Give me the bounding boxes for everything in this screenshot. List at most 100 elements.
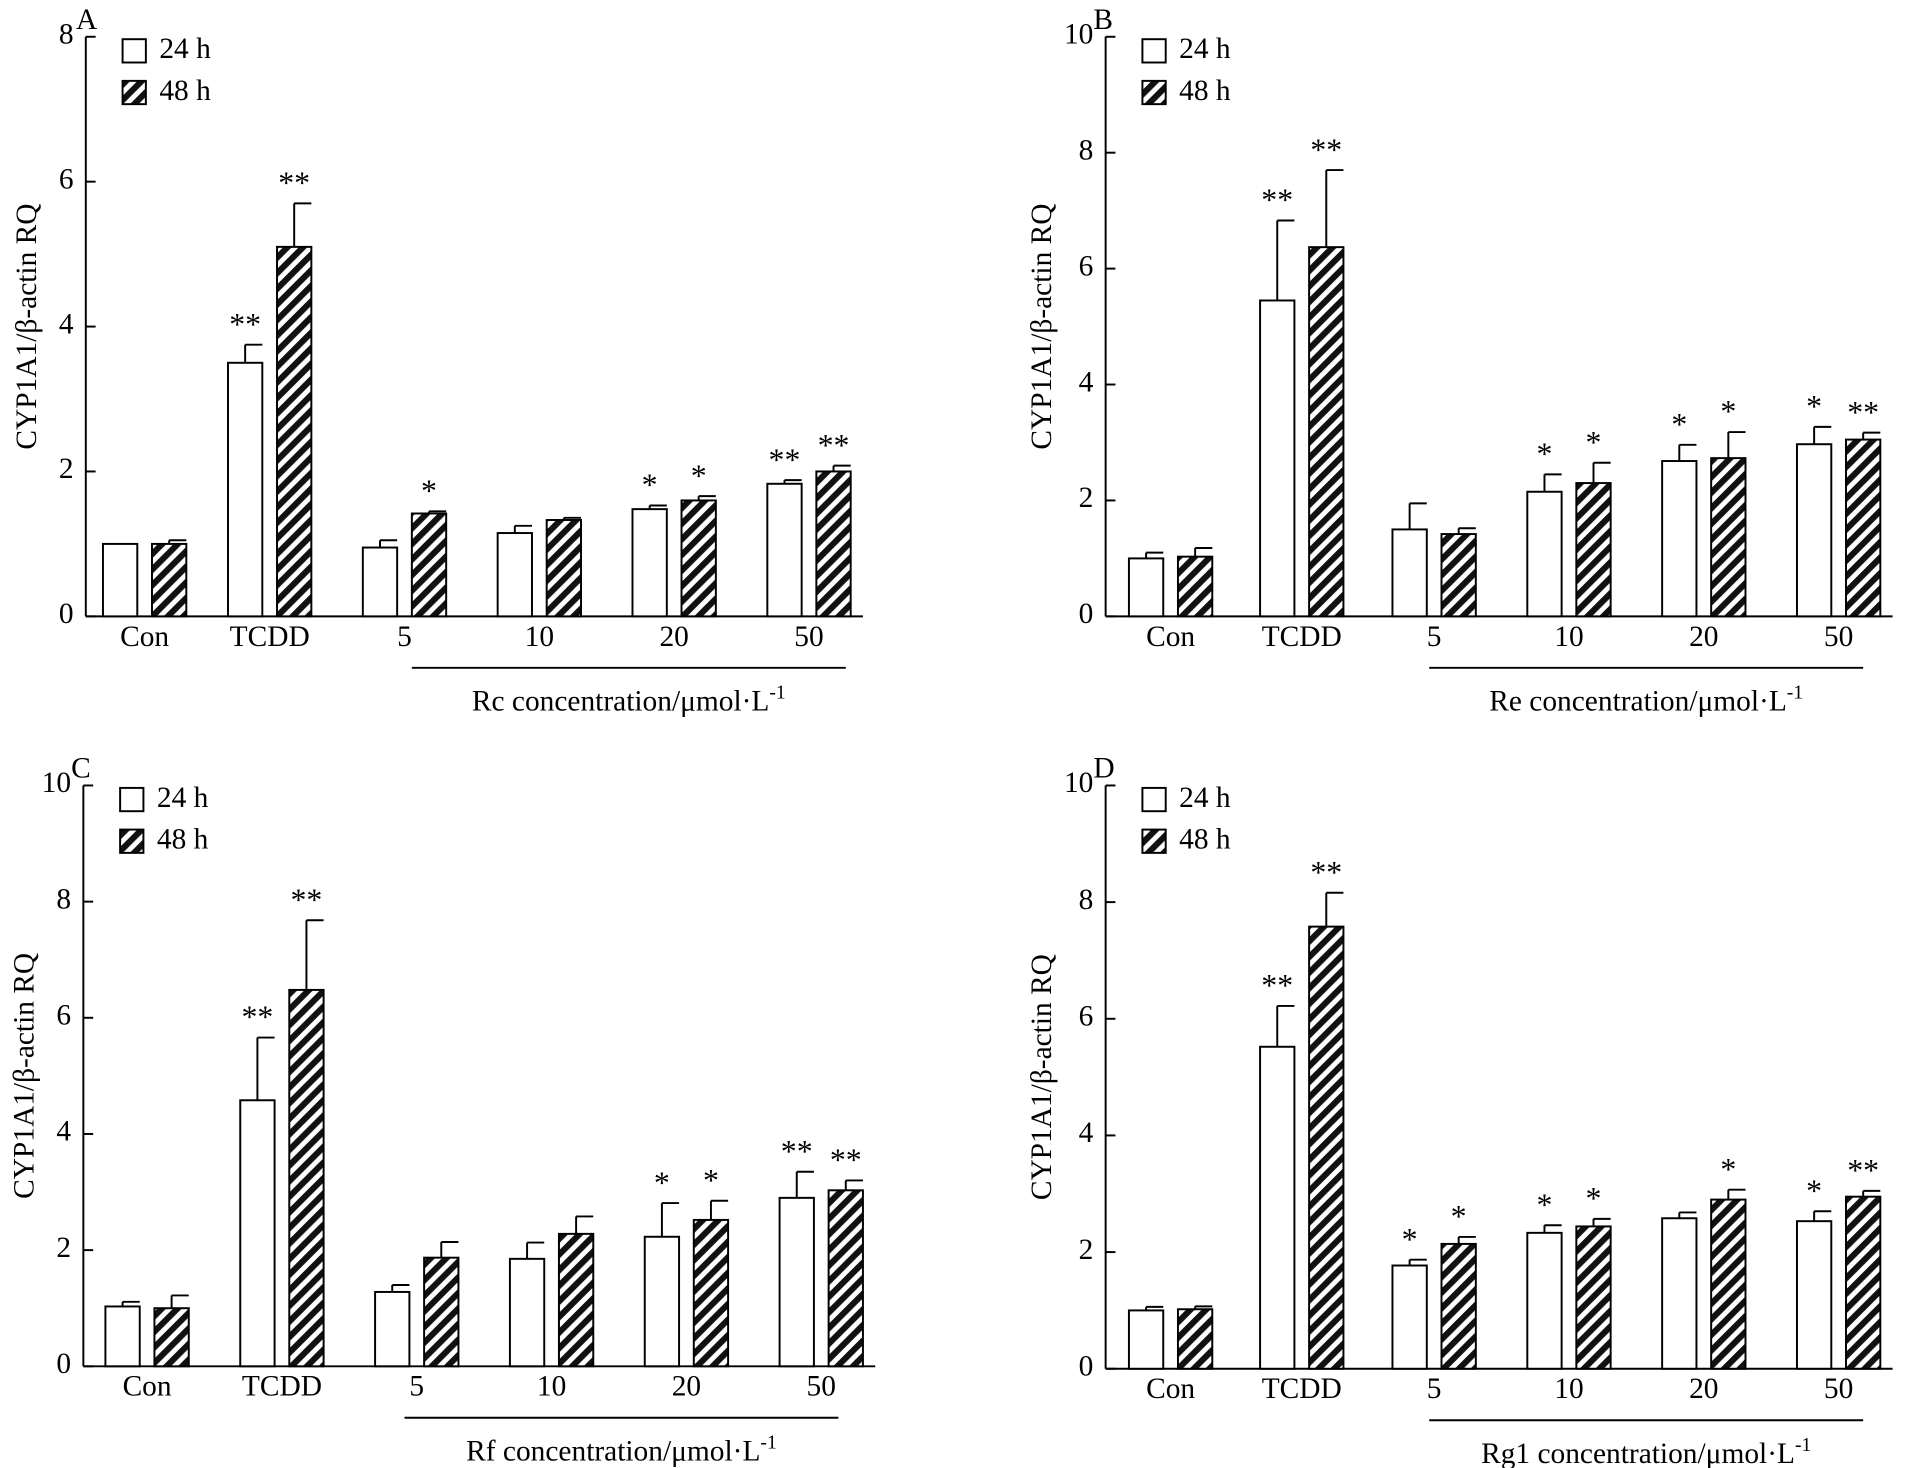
x-axis-label: Rg1 concentration/μmol·L-1 bbox=[1481, 1435, 1811, 1468]
legend-label: 48 h bbox=[1179, 824, 1231, 856]
y-tick-label: 6 bbox=[59, 163, 74, 195]
panel-letter: D bbox=[1093, 753, 1114, 785]
bar-48h-50 bbox=[827, 1189, 864, 1368]
x-tick-label: 50 bbox=[807, 1371, 836, 1403]
significance-mark: ** bbox=[241, 1000, 273, 1035]
significance-mark: ** bbox=[818, 428, 850, 463]
significance-mark: * bbox=[1536, 1187, 1552, 1222]
legend-label: 24 h bbox=[157, 782, 209, 814]
x-axis-label-main: Re concentration/μmol·L bbox=[1489, 686, 1787, 718]
y-tick-label: 0 bbox=[1079, 598, 1094, 630]
legend-label: 48 h bbox=[159, 75, 211, 107]
bar-48h-5 bbox=[410, 512, 448, 618]
bar-48h-Con bbox=[151, 542, 188, 618]
x-tick-label: 10 bbox=[537, 1371, 566, 1403]
bar-48h-50 bbox=[815, 470, 852, 618]
x-axis-label-superscript: -1 bbox=[769, 682, 785, 703]
y-axis-label: CYP1A1/β-actin RQ bbox=[11, 204, 43, 450]
x-axis-label: Rf concentration/μmol·L-1 bbox=[466, 1432, 777, 1467]
significance-mark: * bbox=[1536, 437, 1552, 472]
bar-24h-20 bbox=[1661, 460, 1698, 618]
bar-48h-10 bbox=[557, 1232, 595, 1368]
bar-48h-Con bbox=[1176, 1308, 1214, 1370]
x-tick-label: Con bbox=[1146, 1373, 1195, 1405]
legend-label: 48 h bbox=[1179, 75, 1231, 107]
bar-48h-5 bbox=[1440, 1242, 1477, 1370]
x-axis-label-main: Rg1 concentration/μmol·L bbox=[1481, 1438, 1795, 1468]
y-tick-label: 4 bbox=[59, 308, 74, 340]
bar-24h-Con bbox=[1127, 1309, 1165, 1370]
bar-24h-10 bbox=[496, 532, 533, 618]
bar-48h-50 bbox=[1845, 1195, 1882, 1370]
x-tick-label: 5 bbox=[1427, 1373, 1442, 1405]
legend-label: 24 h bbox=[1179, 782, 1231, 814]
x-tick-label: 10 bbox=[1554, 1373, 1583, 1405]
significance-mark: * bbox=[1402, 1222, 1418, 1257]
significance-mark: * bbox=[421, 474, 437, 509]
significance-mark: ** bbox=[1261, 183, 1293, 218]
bar-24h-5 bbox=[1391, 1264, 1428, 1370]
bar-24h-50 bbox=[1795, 1220, 1833, 1370]
legend-swatch-24h bbox=[1141, 38, 1167, 64]
x-tick-label: 50 bbox=[1824, 621, 1853, 653]
x-tick-label: Con bbox=[123, 1371, 172, 1403]
x-axis-label-main: Rf concentration/μmol·L bbox=[466, 1436, 760, 1468]
x-axis-label-superscript: -1 bbox=[1795, 1435, 1811, 1456]
significance-mark: ** bbox=[1847, 395, 1879, 430]
bar-24h-TCDD bbox=[1259, 299, 1296, 618]
significance-mark: * bbox=[1586, 425, 1602, 460]
significance-mark: ** bbox=[1847, 1153, 1879, 1188]
y-tick-label: 2 bbox=[56, 1232, 71, 1264]
bar-24h-10 bbox=[508, 1257, 546, 1368]
significance-mark: * bbox=[1806, 1173, 1822, 1208]
y-tick-label: 10 bbox=[42, 767, 71, 799]
x-tick-label: TCDD bbox=[230, 621, 310, 653]
significance-mark: ** bbox=[229, 307, 261, 342]
bar-24h-5 bbox=[361, 546, 399, 618]
y-tick-label: 6 bbox=[1079, 1001, 1094, 1033]
x-tick-label: TCDD bbox=[242, 1371, 322, 1403]
y-tick-label: 2 bbox=[1079, 482, 1094, 514]
x-tick-label: 50 bbox=[1824, 1373, 1853, 1405]
y-tick-label: 8 bbox=[1079, 134, 1094, 166]
y-tick-label: 4 bbox=[1079, 1117, 1094, 1149]
y-axis-label: CYP1A1/β-actin RQ bbox=[1026, 204, 1058, 450]
x-axis-label: Rc concentration/μmol·L-1 bbox=[472, 682, 786, 717]
x-tick-label: TCDD bbox=[1262, 621, 1342, 653]
x-tick-label: 20 bbox=[1689, 1373, 1718, 1405]
legend-swatch-24h bbox=[1141, 786, 1167, 813]
y-tick-label: 2 bbox=[59, 453, 74, 485]
y-axis-label: CYP1A1/β-actin RQ bbox=[1026, 954, 1058, 1200]
y-tick-label: 4 bbox=[1079, 366, 1094, 398]
bar-24h-20 bbox=[643, 1235, 681, 1368]
bar-24h-TCDD bbox=[1259, 1045, 1296, 1370]
significance-mark: * bbox=[1806, 389, 1822, 424]
significance-mark: ** bbox=[1261, 968, 1293, 1003]
bar-48h-10 bbox=[1575, 482, 1612, 618]
bar-24h-10 bbox=[1526, 490, 1563, 618]
y-tick-label: 10 bbox=[1064, 19, 1093, 51]
bar-48h-50 bbox=[1845, 438, 1882, 618]
significance-mark: ** bbox=[781, 1134, 813, 1169]
significance-mark: ** bbox=[291, 882, 323, 917]
bar-48h-20 bbox=[692, 1218, 730, 1368]
y-tick-label: 6 bbox=[56, 1000, 71, 1032]
bar-24h-20 bbox=[1661, 1217, 1698, 1370]
significance-mark: * bbox=[1586, 1181, 1602, 1216]
x-tick-label: TCDD bbox=[1262, 1373, 1342, 1405]
bar-48h-Con bbox=[1176, 555, 1214, 618]
y-tick-label: 10 bbox=[1064, 767, 1093, 799]
bar-24h-Con bbox=[104, 1305, 141, 1368]
bar-24h-50 bbox=[778, 1196, 815, 1368]
bar-24h-20 bbox=[631, 508, 668, 618]
x-axis-label: Re concentration/μmol·L-1 bbox=[1489, 682, 1803, 717]
bar-24h-TCDD bbox=[227, 361, 264, 618]
legend-swatch-48h bbox=[1141, 828, 1167, 854]
bar-48h-5 bbox=[1440, 533, 1477, 618]
significance-mark: ** bbox=[830, 1143, 862, 1178]
x-tick-label: 20 bbox=[1689, 621, 1718, 653]
legend-label: 24 h bbox=[1179, 33, 1231, 65]
bar-48h-TCDD bbox=[1308, 246, 1345, 618]
